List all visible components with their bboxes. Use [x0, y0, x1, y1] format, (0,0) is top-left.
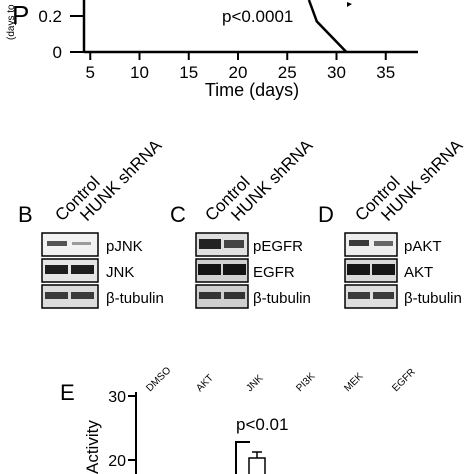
panel-e-condition-pi3k: PI3K	[294, 371, 317, 394]
panel-c-row-label-1: EGFR	[253, 264, 295, 281]
panel-a-ylabel: P	[12, 0, 29, 30]
panel-e-condition-egfr: EGFR	[390, 367, 417, 394]
panel-b: B Control HUNK shRNA pJNK JNK β-tubulin	[18, 135, 166, 309]
panel-b-row-label-0: pJNK	[106, 238, 143, 255]
panel-a-series-line	[307, 0, 348, 53]
panel-e-condition-mek: MEK	[342, 371, 365, 394]
panel-d-band	[347, 264, 370, 275]
panel-c-row-label-0: pEGFR	[253, 238, 303, 255]
panel-d-band	[348, 292, 370, 299]
panel-e: E Activity 30 20 DMSO AKT JNK PI3K MEK EGFR p…	[60, 365, 418, 474]
panel-c-blot-row-2	[195, 284, 249, 309]
panel-a-xtick-label: 15	[179, 63, 198, 82]
panel-d-letter: D	[318, 202, 334, 227]
panel-c-blot-row-0	[195, 232, 249, 257]
panel-b-blot-row-0	[41, 232, 99, 257]
panel-a-xtick-label: 30	[327, 63, 346, 82]
panel-e-letter: E	[60, 380, 75, 405]
panel-e-bar	[248, 457, 266, 474]
panel-d-row-label-0: pAKT	[404, 238, 442, 255]
panel-b-band	[45, 265, 68, 274]
panel-e-condition-dmso: DMSO	[144, 365, 173, 394]
panel-a-xtick-label: 35	[376, 63, 395, 82]
panel-a-xlabel: Time (days)	[205, 80, 299, 100]
panel-a-ytick-1: 0	[53, 43, 62, 62]
panel-d-row-label-1: AKT	[404, 264, 433, 281]
panel-a: P (days to 0.2 0 5 10 15 20 25 30 35 p<0.0001 …	[6, 0, 418, 100]
panel-d-band	[374, 241, 393, 246]
panel-b-band	[71, 292, 94, 299]
panel-c-band	[199, 239, 221, 249]
panel-a-ylabel-sub: (days to	[6, 4, 17, 40]
panel-e-ytick-1: 20	[108, 453, 126, 470]
panel-e-ytick-0: 30	[108, 389, 126, 406]
panel-b-band	[72, 242, 91, 245]
panel-c-letter: C	[170, 202, 186, 227]
panel-d-row-label-2: β-tubulin	[404, 290, 462, 307]
panel-e-significance-bracket	[235, 441, 250, 474]
panel-a-ytick-0: 0.2	[38, 7, 62, 26]
panel-d: D Control HUNK shRNA pAKT AKT β-tubulin	[318, 135, 467, 309]
panel-c-band	[199, 292, 221, 299]
panel-e-condition-akt: AKT	[194, 373, 216, 395]
panel-b-band	[47, 241, 67, 246]
panel-e-condition-jnk: JNK	[244, 373, 265, 394]
panel-a-xtick-label: 20	[229, 63, 248, 82]
panel-c-row-label-2: β-tubulin	[253, 290, 311, 307]
panel-e-ylabel: Activity	[83, 420, 102, 474]
panel-b-letter: B	[18, 202, 33, 227]
panel-c: C Control HUNK shRNA pEGFR EGFR β-tubuli…	[170, 135, 317, 309]
panel-c-band	[223, 264, 246, 275]
panel-c-band	[224, 292, 245, 299]
panel-e-condition-labels: DMSO AKT JNK PI3K MEK EGFR	[144, 365, 417, 394]
panel-a-xticks: 5 10 15 20 25 30 35	[86, 52, 395, 82]
panel-b-blot-row-1	[41, 258, 99, 283]
panel-b-band	[45, 292, 68, 299]
panel-b-blot-row-2	[41, 284, 99, 309]
panel-c-band	[198, 264, 221, 275]
panel-c-band	[224, 240, 244, 248]
panel-d-band	[349, 240, 369, 246]
panel-b-row-label-1: JNK	[106, 264, 134, 281]
panel-a-xtick-label: 5	[86, 63, 95, 82]
panel-d-blot-row-2	[344, 284, 398, 309]
panel-e-pvalue: p<0.01	[236, 415, 288, 434]
panel-d-band	[373, 292, 394, 299]
panel-a-xtick-label: 25	[278, 63, 297, 82]
panel-b-row-label-2: β-tubulin	[106, 290, 164, 307]
panel-a-xtick-label: 10	[130, 63, 149, 82]
panel-d-blot-row-0	[344, 232, 398, 257]
panel-d-band	[372, 264, 395, 275]
panel-a-pvalue: p<0.0001	[222, 7, 293, 26]
panel-b-band	[71, 265, 94, 274]
panel-a-point-marker	[347, 2, 352, 7]
